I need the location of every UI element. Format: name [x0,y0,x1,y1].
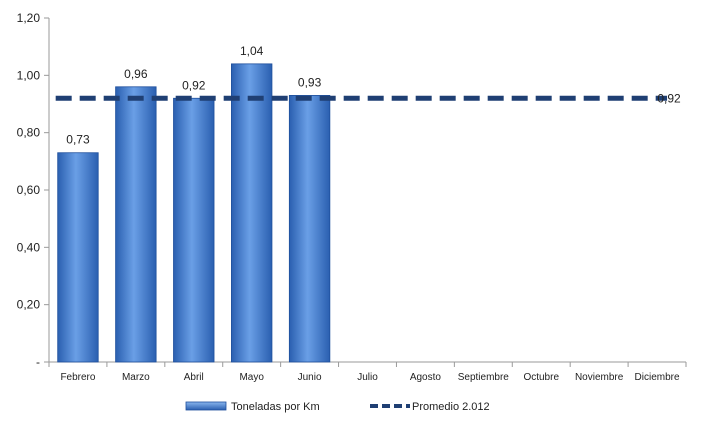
bar-data-label: 0,93 [298,75,322,89]
x-tick-label: Octubre [523,372,559,383]
x-tick-label: Marzo [122,372,150,383]
bar-data-label: 0,73 [66,133,90,147]
x-tick-label: Junio [298,372,322,383]
bar-data-label: 0,92 [182,78,206,92]
bar-abril [173,97,215,363]
x-tick-label: Septiembre [458,372,510,383]
bar-mayo [231,63,273,363]
x-tick-label: Agosto [410,372,442,383]
bar-febrero [57,152,99,363]
x-tick-label: Mayo [239,372,264,383]
y-tick-label: 0,60 [17,183,41,197]
y-tick-label: 1,20 [17,11,41,25]
bar-data-label: 0,96 [124,67,148,81]
y-tick-label: - [36,355,40,369]
bar-marzo [115,86,157,363]
x-tick-label: Diciembre [635,372,680,383]
legend-swatch-toneladas [185,401,227,411]
y-tick-label: 0,80 [17,126,41,140]
legend-label-promedio: Promedio 2.012 [412,401,490,413]
bar-data-label: 1,04 [240,44,264,58]
x-tick-label: Febrero [60,372,95,383]
bars [57,63,331,363]
average-data-label: 0,92 [657,91,681,105]
legend: Toneladas por Km Promedio 2.012 [185,401,490,413]
axes: - 0,20 0,40 0,60 0,80 1,00 1,20 Febrero Marzo Abr… [17,11,687,383]
labels: 0,73 0,96 0,92 1,04 0,93 0,92 [66,44,681,147]
legend-label-toneladas: Toneladas por Km [231,401,320,413]
x-tick-label: Abril [184,372,204,383]
x-tick-label: Noviembre [575,372,624,383]
x-tick-label: Julio [357,372,378,383]
y-tick-label: 0,20 [17,298,41,312]
bar-junio [288,95,331,363]
y-tick-label: 1,00 [17,68,41,82]
y-tick-label: 0,40 [17,240,41,254]
